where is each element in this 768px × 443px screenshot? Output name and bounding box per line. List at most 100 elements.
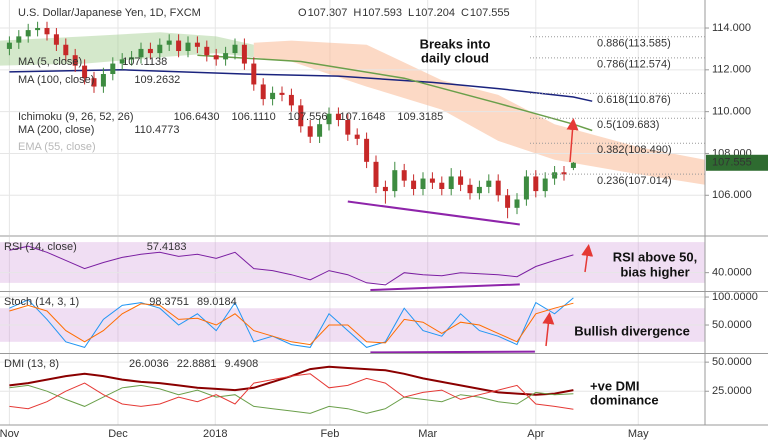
candle-body <box>251 63 257 85</box>
candle-body <box>514 199 520 208</box>
candle-body <box>119 59 125 64</box>
candle-body <box>166 40 172 45</box>
ohlc-value: 107.307 <box>308 7 348 19</box>
candle-body <box>495 180 501 196</box>
fib-label: 0.5(109.683) <box>597 119 659 131</box>
candle-body <box>392 170 398 192</box>
indicator-value: 89.0184 <box>197 296 237 308</box>
legend-value: 107.556 <box>288 111 328 123</box>
candle-body <box>213 55 219 60</box>
ohlc-label: C <box>461 7 469 19</box>
candle-body <box>176 40 182 52</box>
arrow <box>566 118 579 163</box>
indicator-title: DMI (13, 8) <box>4 358 59 370</box>
candle-body <box>552 172 558 179</box>
candle-body <box>345 120 351 135</box>
candle-body <box>486 180 492 187</box>
annotation: Bullish divergence <box>574 323 690 338</box>
indicator-value: 9.4908 <box>225 358 259 370</box>
ohlc-label: L <box>408 7 414 19</box>
fib-label: 0.382(108.490) <box>597 144 672 156</box>
indicator-value: 57.4183 <box>147 241 187 253</box>
candle-body <box>335 113 341 121</box>
x-tick-label: Apr <box>527 428 544 440</box>
legend-name: MA (5, close) <box>18 56 82 68</box>
legend-value: 106.1110 <box>231 111 275 123</box>
candle-body <box>157 44 163 54</box>
candle-body <box>533 176 539 192</box>
candle-body <box>448 176 454 190</box>
indicator-line <box>9 297 574 348</box>
y-tick-label: 25.0000 <box>712 385 752 397</box>
last-price-box <box>706 154 768 171</box>
annotation: Breaks into <box>420 36 491 51</box>
candle-body <box>44 28 50 35</box>
indicator-line <box>9 302 574 346</box>
legend-value: 110.4773 <box>134 124 179 136</box>
annotation: daily cloud <box>421 50 489 65</box>
candle-body <box>91 78 97 87</box>
y-tick-label: 112.000 <box>712 64 751 76</box>
ichimoku-cloud <box>253 40 706 185</box>
indicator-value: 22.8881 <box>177 358 217 370</box>
fib-label: 0.618(110.876) <box>597 94 671 106</box>
candle-body <box>185 42 191 52</box>
candle-body <box>401 170 407 181</box>
y-tick-label: 114.000 <box>712 22 751 34</box>
x-tick-label: Dec <box>108 428 128 440</box>
candle-body <box>561 172 567 175</box>
candle-body <box>63 44 69 56</box>
fib-label: 0.236(107.014) <box>597 175 672 187</box>
legend-value: 107.1138 <box>122 56 167 68</box>
ichimoku-cloud <box>0 32 254 66</box>
ma-line <box>9 69 593 102</box>
candle-body <box>223 53 229 60</box>
fib-label: 0.886(113.585) <box>597 38 671 50</box>
indicator-line <box>9 373 574 410</box>
trendline <box>370 350 535 354</box>
candle-body <box>110 63 116 75</box>
candle-body <box>307 126 313 137</box>
candle-body <box>100 74 106 87</box>
candle-body <box>270 92 276 100</box>
candle-body <box>204 46 210 56</box>
candle-body <box>138 48 144 58</box>
candle-body <box>129 57 135 60</box>
candle-body <box>25 30 31 37</box>
candle-body <box>542 178 548 192</box>
legend-value: 109.3185 <box>397 111 443 123</box>
candle-body <box>147 48 153 54</box>
x-tick-label: 2018 <box>203 428 227 440</box>
x-tick-label: Nov <box>0 428 20 440</box>
candle-body <box>326 113 332 125</box>
candle-body <box>373 161 379 187</box>
annotation: bias higher <box>620 264 689 279</box>
candle-body <box>570 162 576 168</box>
legend-value: 109.2632 <box>134 74 180 86</box>
ohlc-label: O <box>298 7 307 19</box>
candle-body <box>232 44 238 54</box>
candle-body <box>439 182 445 190</box>
y-tick-label: 100.0000 <box>712 291 758 303</box>
annotation: dominance <box>590 392 659 407</box>
indicator-title: RSI (14, close) <box>4 241 77 253</box>
candle-body <box>364 138 370 162</box>
y-tick-label: 106.000 <box>712 189 752 201</box>
chart-title: U.S. Dollar/Japanese Yen, 1D, FXCM <box>18 7 201 19</box>
candle-body <box>505 195 511 208</box>
last-price-label: 107.555 <box>712 157 752 169</box>
legend-value: 107.1648 <box>339 111 385 123</box>
candle-body <box>382 186 388 192</box>
candle-body <box>420 178 426 190</box>
candle-body <box>6 42 12 49</box>
candle-body <box>354 134 360 139</box>
arrow <box>581 244 594 273</box>
trendline <box>370 283 520 291</box>
candle-body <box>298 105 304 127</box>
candle-body <box>467 184 473 194</box>
candle-body <box>523 176 529 200</box>
candle-body <box>476 186 482 194</box>
candle-body <box>16 36 22 43</box>
candle-body <box>411 180 417 190</box>
